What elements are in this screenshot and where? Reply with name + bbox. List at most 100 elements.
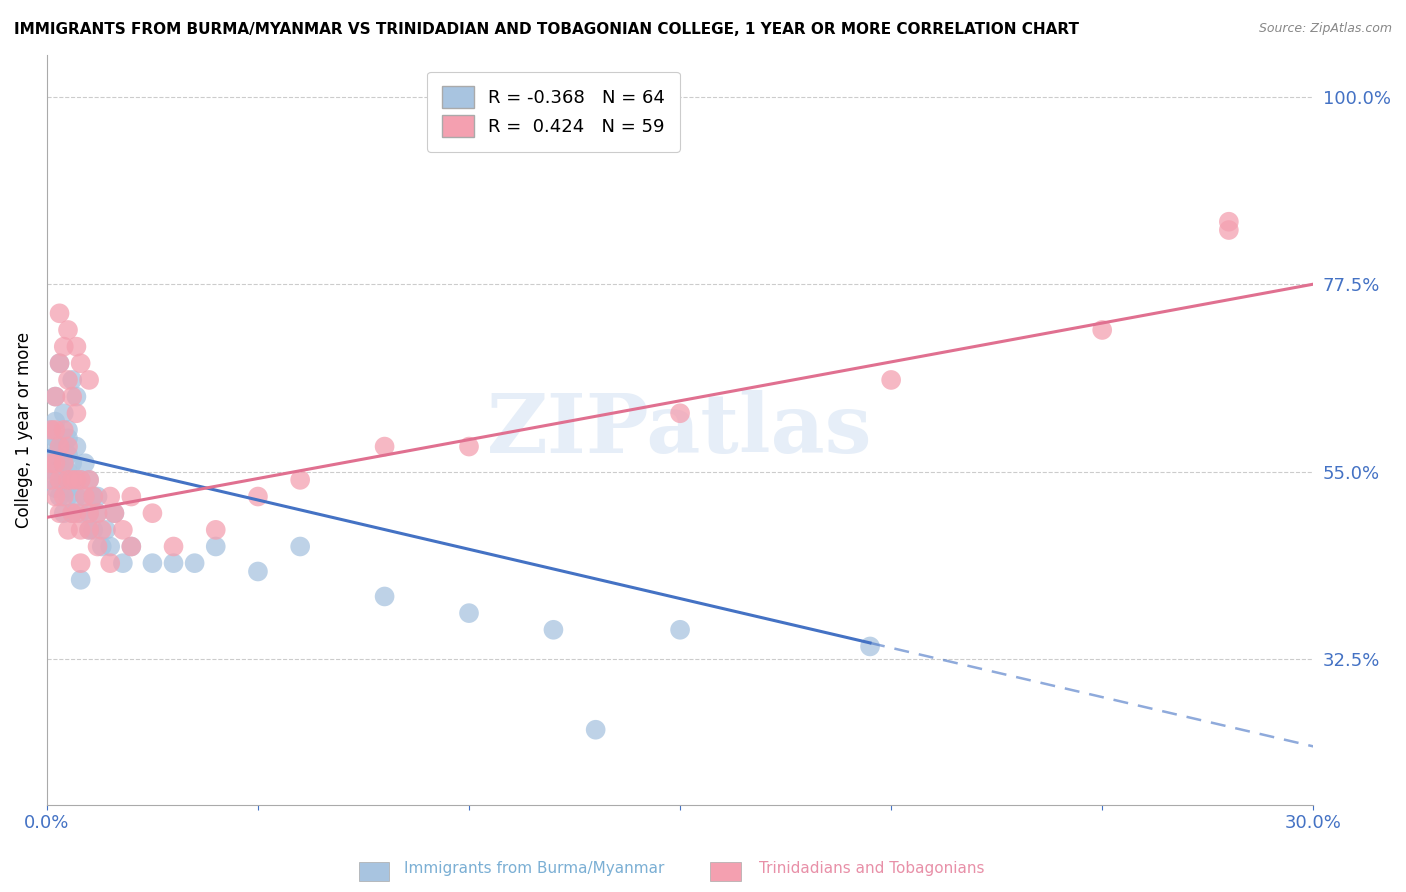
Point <box>44 481 66 495</box>
Point <box>98 556 121 570</box>
Point <box>120 490 142 504</box>
Point <box>90 523 112 537</box>
Point <box>98 540 121 554</box>
Point <box>73 490 96 504</box>
Point <box>56 431 79 445</box>
Point <box>458 606 481 620</box>
Point <box>60 373 83 387</box>
Point <box>86 540 108 554</box>
Point <box>69 523 91 537</box>
Point <box>48 490 70 504</box>
Point <box>65 473 87 487</box>
Point <box>1091 323 1114 337</box>
Point <box>204 540 226 554</box>
Point <box>77 473 100 487</box>
Point <box>86 506 108 520</box>
Point <box>60 506 83 520</box>
Point <box>204 523 226 537</box>
Point <box>56 373 79 387</box>
Point <box>1218 223 1240 237</box>
Point <box>162 540 184 554</box>
Point <box>52 456 75 470</box>
Point <box>374 590 396 604</box>
Point <box>39 440 62 454</box>
Point <box>103 506 125 520</box>
Point <box>65 340 87 354</box>
Point <box>52 340 75 354</box>
Point <box>48 440 70 454</box>
Point <box>69 473 91 487</box>
Point <box>48 506 70 520</box>
Point <box>77 523 100 537</box>
Point <box>44 390 66 404</box>
Point <box>77 473 100 487</box>
Point <box>246 565 269 579</box>
Point <box>44 448 66 462</box>
Point <box>65 440 87 454</box>
Text: Immigrants from Burma/Myanmar: Immigrants from Burma/Myanmar <box>404 861 665 876</box>
Point <box>69 473 91 487</box>
Point <box>120 540 142 554</box>
Point <box>69 573 91 587</box>
Point <box>98 490 121 504</box>
Point <box>82 490 104 504</box>
Point <box>60 473 83 487</box>
Point <box>39 423 62 437</box>
Point <box>86 506 108 520</box>
Point <box>48 440 70 454</box>
Point <box>56 448 79 462</box>
Point <box>60 473 83 487</box>
Point <box>288 540 311 554</box>
Point <box>44 465 66 479</box>
Point <box>39 456 62 470</box>
Point <box>52 473 75 487</box>
Legend: R = -0.368   N = 64, R =  0.424   N = 59: R = -0.368 N = 64, R = 0.424 N = 59 <box>427 71 679 152</box>
Point <box>458 440 481 454</box>
Point <box>52 490 75 504</box>
Point <box>48 356 70 370</box>
Point <box>65 473 87 487</box>
Point <box>48 356 70 370</box>
Point <box>60 390 83 404</box>
Text: Source: ZipAtlas.com: Source: ZipAtlas.com <box>1258 22 1392 36</box>
Point <box>288 473 311 487</box>
Point <box>183 556 205 570</box>
Point <box>56 423 79 437</box>
Text: ZIPatlas: ZIPatlas <box>488 390 873 470</box>
Point <box>44 415 66 429</box>
Point <box>73 456 96 470</box>
Point <box>141 556 163 570</box>
Y-axis label: College, 1 year or more: College, 1 year or more <box>15 332 32 528</box>
Point <box>52 423 75 437</box>
Point <box>56 481 79 495</box>
Point <box>111 523 134 537</box>
Point <box>39 456 62 470</box>
Point <box>120 540 142 554</box>
Point <box>65 490 87 504</box>
Point <box>48 473 70 487</box>
Text: IMMIGRANTS FROM BURMA/MYANMAR VS TRINIDADIAN AND TOBAGONIAN COLLEGE, 1 YEAR OR M: IMMIGRANTS FROM BURMA/MYANMAR VS TRINIDA… <box>14 22 1078 37</box>
Point <box>56 490 79 504</box>
Point <box>52 456 75 470</box>
Point <box>60 456 83 470</box>
Point <box>52 406 75 420</box>
Point <box>48 473 70 487</box>
Point <box>94 523 117 537</box>
Point <box>39 473 62 487</box>
Point <box>111 556 134 570</box>
Point <box>585 723 607 737</box>
Point <box>48 306 70 320</box>
Point <box>65 406 87 420</box>
Point <box>44 456 66 470</box>
Point <box>44 390 66 404</box>
Point <box>103 506 125 520</box>
Point <box>86 490 108 504</box>
Point <box>56 465 79 479</box>
Point <box>1218 215 1240 229</box>
Point <box>65 390 87 404</box>
Point <box>859 640 882 654</box>
Point <box>141 506 163 520</box>
Point <box>246 490 269 504</box>
Point <box>669 406 692 420</box>
Point <box>48 456 70 470</box>
